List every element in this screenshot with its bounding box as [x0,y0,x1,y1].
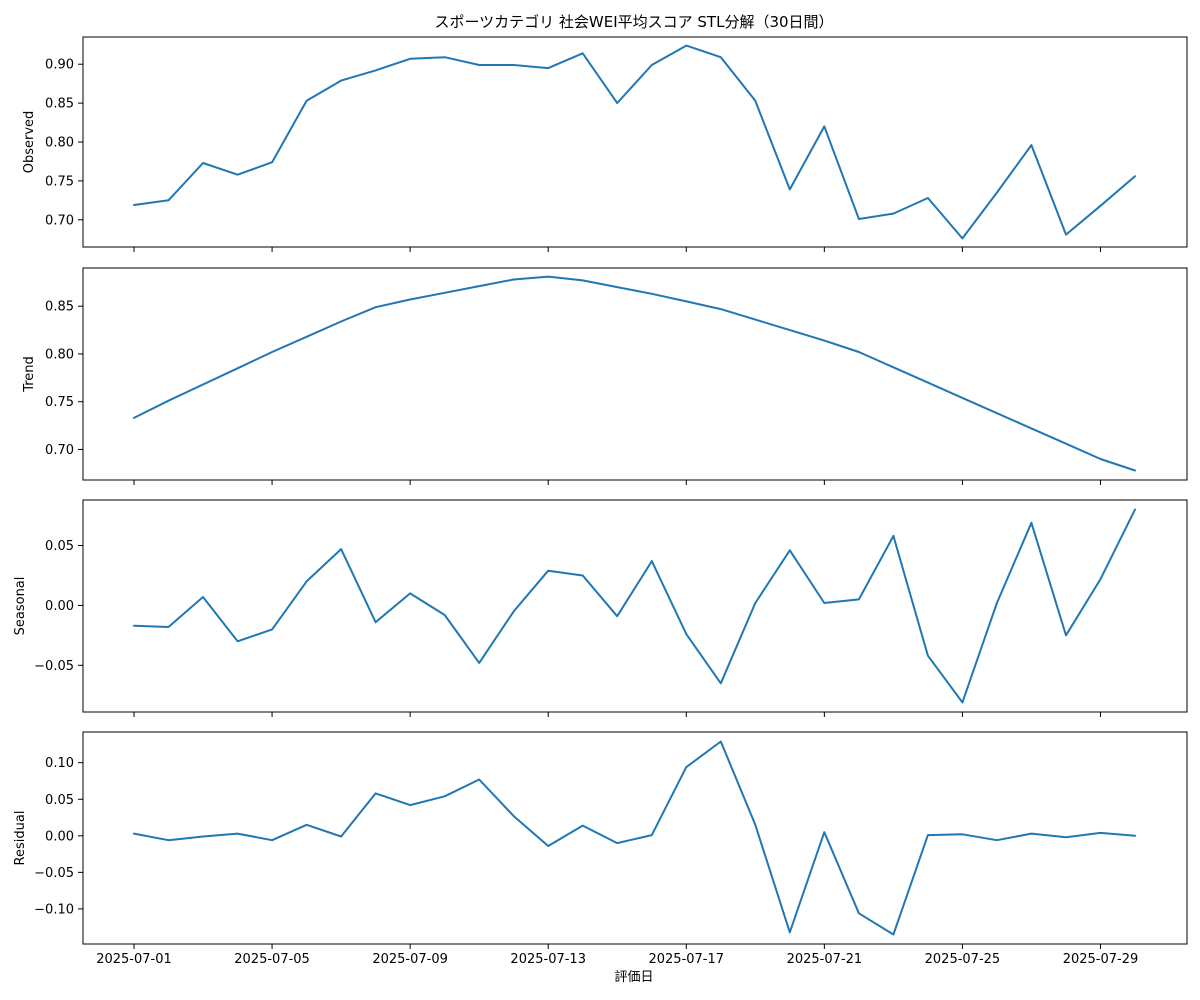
chart-title: スポーツカテゴリ 社会WEI平均スコア STL分解（30日間） [434,13,833,31]
y-tick-label-residual: 0.00 [45,829,74,844]
panel-frame-observed [82,36,1188,248]
panel-frame-seasonal [82,499,1188,713]
y-axis-label-residual: Residual [13,811,28,866]
x-tick-label: 2025-07-21 [787,952,863,967]
panel-observed: 0.70 0.75 0.80 0.85 0.90 Observed [22,36,1188,252]
y-tick-label-residual: 0.05 [45,793,74,808]
y-tick-label-trend: 0.80 [45,347,74,362]
series-line-trend [133,275,1136,472]
x-tick-label: 2025-07-09 [372,952,448,967]
panel-trend: 0.70 0.75 0.80 0.85 Trend [22,267,1188,485]
panel-frame-residual [82,731,1188,945]
y-tick-label-observed: 0.85 [45,97,74,112]
y-tick-label-residual: −0.05 [34,866,74,881]
x-tick-label: 2025-07-29 [1063,952,1139,967]
y-tick-label-seasonal: 0.00 [45,599,74,614]
y-axis-label-seasonal: Seasonal [13,577,28,636]
y-tick-label-observed: 0.70 [45,213,74,228]
panel-residual: −0.10 −0.05 0.00 0.05 0.10 2025-07-01 2025-07-… [13,731,1188,967]
y-tick-label-observed: 0.80 [45,136,74,151]
x-tick-label: 2025-07-01 [96,952,172,967]
panel-frame-trend [82,267,1188,481]
y-tick-label-trend: 0.85 [45,300,74,315]
y-tick-label-observed: 0.75 [45,174,74,189]
y-axis-label-observed: Observed [22,111,37,174]
series-line-residual [133,740,1136,936]
x-tick-label: 2025-07-17 [648,952,724,967]
y-tick-label-observed: 0.90 [45,58,74,73]
x-axis-label: 評価日 [614,970,653,985]
y-tick-label-seasonal: −0.05 [34,659,74,674]
y-tick-label-residual: 0.10 [45,756,74,771]
y-tick-label-trend: 0.70 [45,443,74,458]
series-line-seasonal [133,508,1136,704]
panel-seasonal: −0.05 0.00 0.05 Seasonal [13,499,1188,717]
y-axis-label-trend: Trend [22,356,37,393]
x-tick-label: 2025-07-05 [234,952,310,967]
x-tick-label: 2025-07-13 [510,952,586,967]
y-tick-label-trend: 0.75 [45,395,74,410]
series-line-observed [133,44,1136,240]
y-tick-label-residual: −0.10 [34,902,74,917]
y-tick-label-seasonal: 0.05 [45,539,74,554]
x-tick-label: 2025-07-25 [925,952,1001,967]
